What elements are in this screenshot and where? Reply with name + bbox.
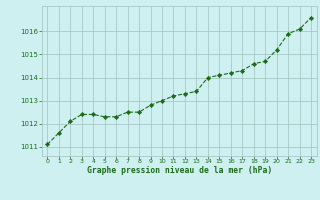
X-axis label: Graphe pression niveau de la mer (hPa): Graphe pression niveau de la mer (hPa): [87, 166, 272, 175]
